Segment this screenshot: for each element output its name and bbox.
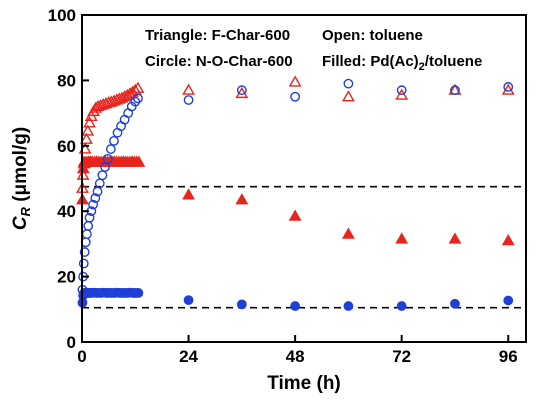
data-point-circle	[236, 85, 247, 96]
legend-filled: Filled: Pd(Ac)2/toluene	[322, 53, 482, 73]
data-point-triangle	[288, 209, 302, 221]
data-point-circle	[130, 96, 141, 107]
y-axis-title-unit: (μmol/g)	[10, 127, 31, 207]
data-point-circle	[133, 93, 143, 104]
data-point-circle	[343, 78, 354, 89]
data-point-circle	[97, 170, 108, 181]
data-point-triangle	[288, 75, 302, 87]
legend-open: Open: toluene	[322, 27, 423, 44]
reference-lines	[82, 185, 526, 309]
data-point-triangle	[341, 90, 355, 102]
data-point-circle	[183, 95, 194, 105]
data-point-triangle	[235, 86, 249, 99]
data-point-circle	[236, 299, 247, 310]
data-point-triangle	[110, 93, 124, 105]
data-point-triangle	[99, 97, 113, 109]
data-point-triangle	[128, 83, 142, 95]
data-point-triangle	[80, 132, 93, 144]
data-point-circle	[81, 229, 92, 239]
axis-ticks	[81, 14, 510, 343]
data-point-triangle	[104, 95, 118, 107]
data-point-triangle	[235, 193, 249, 205]
data-point-circle	[503, 295, 514, 306]
data-point-triangle	[501, 234, 515, 246]
data-point-triangle	[395, 232, 409, 244]
legend-triangle: Triangle: F-Char-600	[145, 27, 290, 44]
data-point-circle	[78, 258, 89, 269]
x-axis-title: Time (h)	[267, 373, 341, 394]
data-point-circle	[396, 85, 407, 96]
data-point-circle	[133, 288, 144, 298]
tick-labels: 0 24 48 72 96 0 20 40 60 80 100	[48, 6, 518, 366]
legend-filled-suffix: /toluene	[425, 53, 483, 70]
data-point-circle	[503, 82, 514, 92]
y-tick-label: 60	[57, 137, 76, 156]
data-point-circle	[343, 301, 354, 311]
y-axis-title: CR (μmol/g)	[10, 127, 33, 230]
legend-filled-sub: 2	[419, 61, 425, 73]
x-tick-label: 48	[286, 347, 305, 366]
data-point-triangle	[91, 99, 105, 112]
data-point-triangle	[83, 116, 96, 128]
data-point-circle	[105, 144, 116, 154]
y-tick-label: 0	[67, 333, 76, 352]
data-point-triangle	[448, 232, 462, 244]
data-point-circle	[109, 135, 119, 146]
x-tick-label: 96	[499, 347, 518, 366]
x-tick-label: 0	[77, 347, 86, 366]
data-point-triangle	[341, 227, 355, 239]
data-point-triangle	[94, 98, 108, 111]
data-point-circle	[450, 298, 460, 309]
data-point-circle	[90, 193, 101, 204]
data-point-triangle	[132, 155, 146, 167]
data-point-triangle	[131, 81, 145, 93]
data-point-triangle	[395, 88, 409, 100]
x-tick-label: 24	[179, 347, 198, 366]
legend-circle: Circle: N-O-Char-600	[145, 53, 293, 70]
data-point-circle	[79, 247, 90, 257]
data-point-triangle	[182, 83, 195, 95]
data-point-circle	[88, 199, 99, 210]
data-point-circle	[450, 85, 460, 96]
y-tick-label: 20	[57, 268, 76, 287]
legend-filled-prefix: Filled: Pd(Ac)	[322, 53, 419, 70]
y-tick-label: 100	[48, 6, 76, 25]
plot-frame	[81, 14, 527, 343]
data-point-triangle	[123, 87, 137, 99]
data-point-triangle	[81, 124, 95, 136]
y-tick-label: 40	[57, 202, 76, 221]
x-tick-label: 72	[392, 347, 411, 366]
data-point-circle	[290, 91, 301, 102]
data-point-triangle	[76, 168, 90, 180]
y-axis-title-sub: R	[18, 206, 33, 216]
data-point-circle	[83, 221, 94, 231]
data-point-triangle	[96, 97, 110, 110]
y-axis-title-main: C	[10, 216, 31, 230]
data-point-triangle	[501, 83, 515, 95]
data-markers	[76, 75, 515, 311]
data-point-circle	[290, 301, 301, 311]
data-point-triangle	[107, 94, 121, 106]
data-point-circle	[396, 301, 407, 311]
data-point-circle	[102, 153, 113, 164]
data-point-circle	[183, 295, 194, 306]
data-point-triangle	[182, 188, 195, 200]
y-tick-label: 80	[57, 71, 76, 90]
data-point-circle	[84, 212, 95, 223]
legend: Triangle: F-Char-600 Circle: N-O-Char-60…	[145, 27, 482, 73]
